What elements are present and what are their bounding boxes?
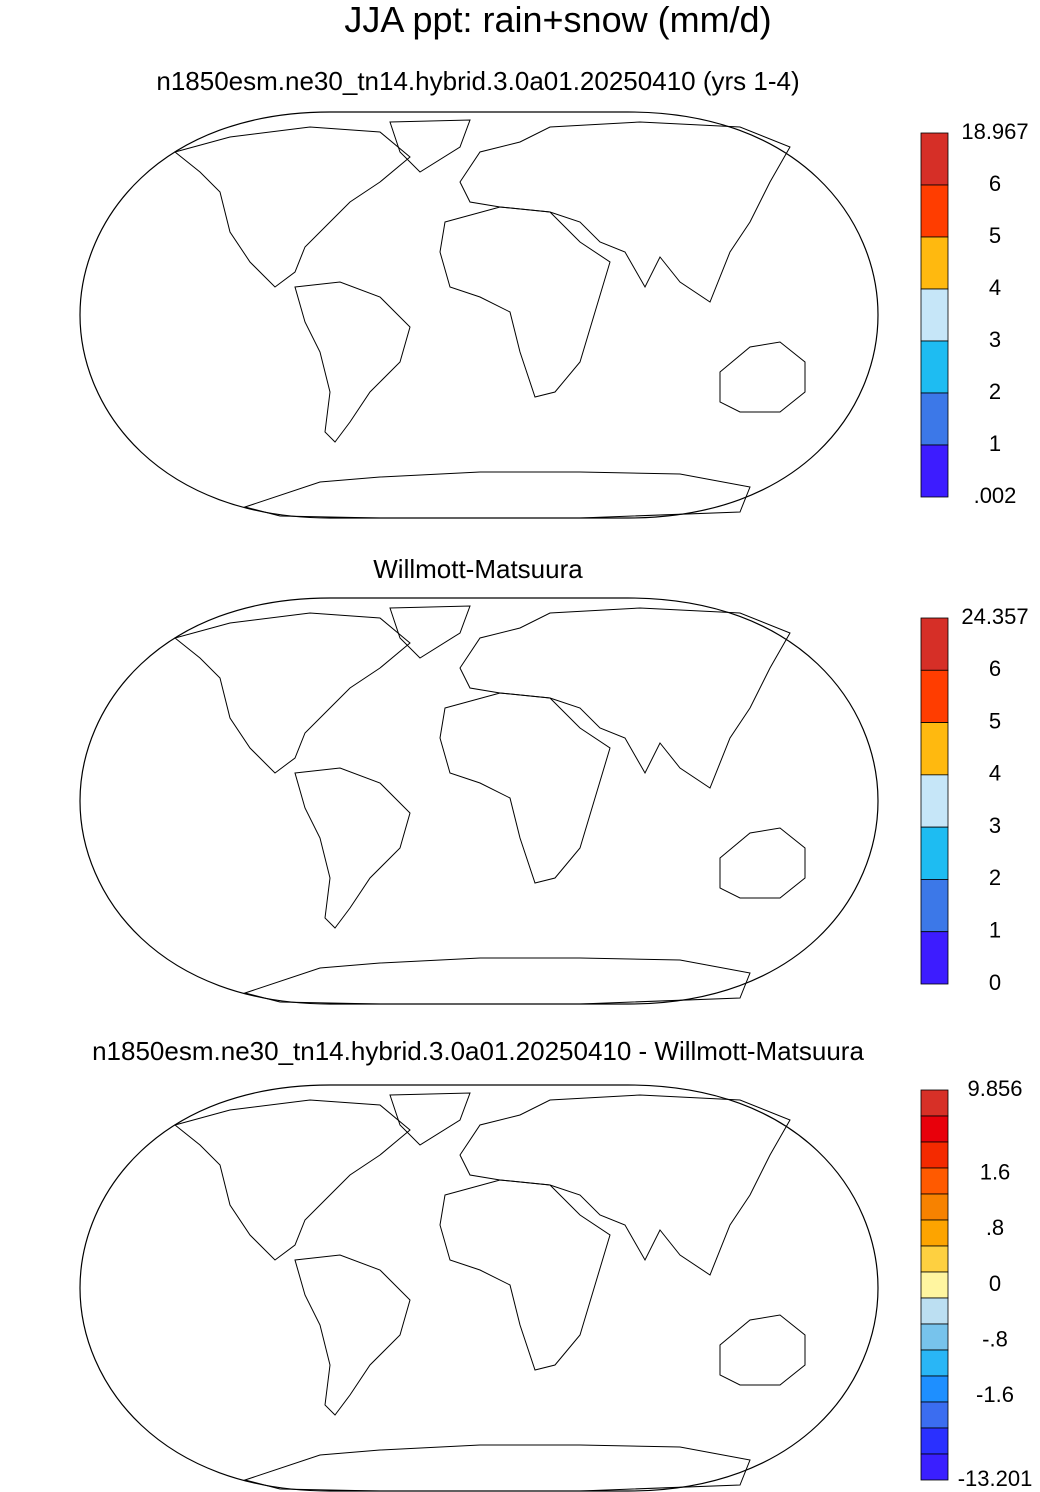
colorbar-label: 3 [989,813,1001,838]
colorbar-label: 0 [989,1271,1001,1296]
colorbar-box [920,1375,949,1403]
colorbar-label: 6 [989,171,1001,196]
colorbar-box [920,1453,949,1481]
colorbar-label: 5 [989,223,1001,248]
colorbar-box [920,1219,949,1247]
colorbar-label: 3 [989,327,1001,352]
colorbar-label: 0 [989,970,1001,995]
colorbar-label: 9.856 [967,1076,1022,1101]
colorbar-box [920,1245,949,1273]
colorbar-label: .8 [986,1215,1004,1240]
colorbar-box [920,1167,949,1195]
map [79,597,879,1005]
colorbar-box [920,1089,949,1117]
colorbar-label: -1.6 [976,1382,1014,1407]
colorbar-box [920,288,949,342]
map [79,111,879,519]
colorbar-box [920,722,949,776]
colorbar-box [920,340,949,394]
colorbar-box [920,1297,949,1325]
colorbar-box [920,879,949,933]
colorbar-label: -13.201 [958,1466,1033,1491]
colorbar-label: 1 [989,431,1001,456]
colorbar-box [920,1115,949,1143]
colorbar-label: 24.357 [961,604,1028,629]
colorbar-label: -.8 [982,1327,1008,1352]
colorbar-label: 4 [989,275,1001,300]
colorbar-label: 6 [989,656,1001,681]
colorbar-box [920,1271,949,1299]
colorbar-label: 2 [989,865,1001,890]
colorbar-box [920,774,949,828]
colorbar-box [920,1141,949,1169]
colorbar-box [920,1401,949,1429]
panel-title: n1850esm.ne30_tn14.hybrid.3.0a01.2025041… [156,66,799,96]
colorbar-box [920,444,949,498]
colorbar-label: .002 [974,483,1017,508]
colorbar-box [920,669,949,723]
colorbar-box [920,826,949,880]
colorbar-box [920,1323,949,1351]
colorbar-label: 1.6 [980,1159,1011,1184]
colorbar-box [920,236,949,290]
figure-title: JJA ppt: rain+snow (mm/d) [344,0,771,40]
map [79,1084,879,1492]
colorbar-box [920,1193,949,1221]
colorbar-box [920,184,949,238]
colorbar-box [920,132,949,186]
colorbar-box [920,617,949,671]
colorbar-box [920,392,949,446]
colorbar-label: 2 [989,379,1001,404]
colorbar-label: 18.967 [961,119,1028,144]
panel-title: n1850esm.ne30_tn14.hybrid.3.0a01.2025041… [92,1036,864,1066]
colorbar-label: 5 [989,708,1001,733]
colorbar-label: 1 [989,918,1001,943]
colorbar-box [920,1427,949,1455]
colorbar-box [920,931,949,985]
panel-title: Willmott-Matsuura [373,554,583,584]
colorbar-box [920,1349,949,1377]
colorbar-label: 4 [989,761,1001,786]
